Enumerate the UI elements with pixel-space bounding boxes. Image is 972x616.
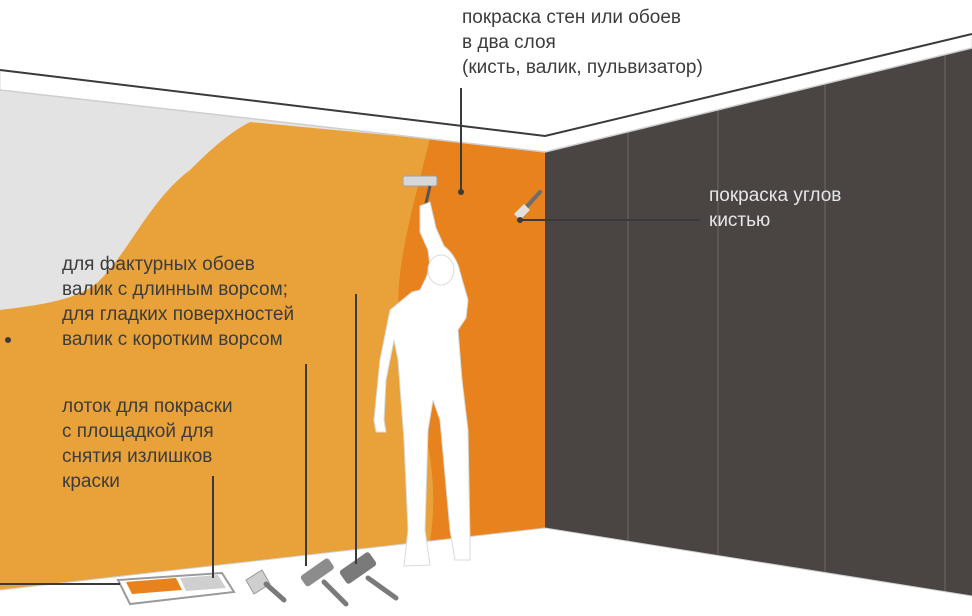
- label-paint-tray-line-3: снятия излишков: [62, 446, 213, 467]
- label-wall-painting: покраска стен или обоев в два слоя (кист…: [462, 5, 703, 80]
- roller-short: [300, 558, 349, 607]
- label-paint-tray-line-2: с площадкой для: [62, 421, 214, 442]
- label-rollers-line-3: для гладких поверхностей: [62, 304, 295, 325]
- label-wall-painting-line-2: в два слоя: [462, 32, 556, 53]
- roller-long: [339, 552, 399, 601]
- label-corner-painting-line-1: покраска углов: [709, 185, 842, 206]
- leader-dots: [5, 189, 523, 343]
- label-wall-painting-line-3: (кисть, валик, пульвизатор): [462, 57, 703, 78]
- label-paint-tray: лоток для покраски с площадкой для сняти…: [62, 394, 233, 494]
- label-rollers: для фактурных обоев валик с длинным ворс…: [62, 252, 294, 352]
- wall-panel-seams: [627, 53, 946, 592]
- label-rollers-line-2: валик с длинным ворсом;: [62, 279, 288, 300]
- label-wall-painting-line-1: покраска стен или обоев: [462, 7, 681, 28]
- ceiling-edge-line: [0, 33, 972, 138]
- label-corner-painting-line-2: кистью: [709, 210, 771, 231]
- wall-dark: [545, 46, 972, 596]
- floor-edge: [0, 527, 972, 597]
- cornice-bottom-line: [0, 47, 972, 153]
- label-rollers-line-1: для фактурных обоев: [62, 254, 255, 275]
- label-paint-tray-line-4: краски: [62, 471, 120, 492]
- painter-silhouette: [373, 201, 471, 567]
- small-brush: [245, 569, 287, 603]
- label-paint-tray-line-1: лоток для покраски: [62, 396, 233, 417]
- leader-lines: [0, 88, 700, 585]
- label-corner-painting: покраска углов кистью: [709, 183, 841, 233]
- label-rollers-line-4: валик с коротким ворсом: [62, 329, 283, 350]
- paint-tray: [116, 571, 236, 606]
- painter-head: [427, 254, 455, 286]
- corner-brush: [514, 190, 542, 220]
